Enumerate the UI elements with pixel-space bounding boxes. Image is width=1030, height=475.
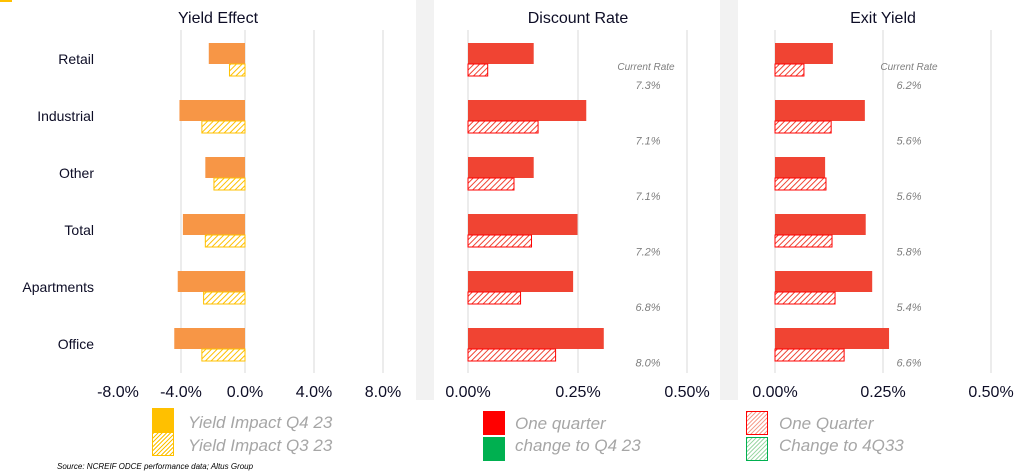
current-rate-value: 6.2% [896, 80, 921, 92]
bar-industrial-s1 [467, 120, 539, 134]
chart-title: Discount Rate [528, 10, 629, 27]
legend-swatch-q3 [152, 432, 174, 456]
bar-industrial-s0 [468, 100, 587, 121]
legend-label: One quarter [515, 414, 606, 433]
x-tick-label: 8.0% [365, 384, 401, 401]
bar-total-s0 [182, 214, 245, 235]
current-rate-value: 5.6% [896, 136, 921, 148]
bar-office-s1 [467, 348, 557, 362]
bar-apartments-s1 [774, 291, 836, 305]
bar-office-s0 [775, 328, 890, 349]
legend-label: Yield Impact Q4 23 [188, 413, 333, 432]
source-note: Source: NCREIF ODCE performance data; Al… [57, 462, 254, 471]
current-rate-value: 7.3% [635, 80, 660, 92]
current-rate-value: 5.6% [896, 191, 921, 203]
bar-total-s1 [204, 234, 246, 248]
bar-office-s0 [468, 328, 604, 349]
current-rate-title: Current Rate [880, 62, 938, 73]
x-tick-label: 0.25% [860, 384, 905, 401]
category-label: Total [64, 222, 94, 238]
x-tick-label: 0.00% [752, 384, 797, 401]
legend-swatch-green [483, 437, 505, 461]
current-rate-value: 5.8% [896, 247, 921, 259]
current-rate-value: 6.8% [635, 302, 660, 314]
bar-total-s0 [775, 214, 866, 235]
current-rate-title: Current Rate [617, 62, 675, 73]
bar-industrial-s0 [179, 100, 245, 121]
legend-label: Yield Impact Q3 23 [188, 436, 333, 455]
legend-label: One Quarter [779, 414, 874, 433]
bar-total-s0 [468, 214, 578, 235]
bar-retail-s0 [468, 43, 534, 64]
x-tick-label: 0.00% [445, 384, 490, 401]
bar-retail-s1 [467, 63, 489, 77]
bar-retail-s0 [208, 43, 245, 64]
legend-swatch-red-hatched [746, 411, 768, 435]
category-label: Other [59, 165, 94, 181]
current-rate-value: 6.6% [896, 358, 921, 370]
bar-office-s1 [201, 348, 246, 362]
chart-title: Exit Yield [850, 10, 916, 27]
bar-industrial-s0 [775, 100, 865, 121]
category-label: Office [58, 336, 95, 352]
current-rate-value: 5.4% [896, 302, 921, 314]
category-label: Apartments [22, 279, 94, 295]
current-rate-value: 7.2% [635, 247, 660, 259]
bar-office-s0 [174, 328, 245, 349]
x-tick-label: -8.0% [97, 384, 139, 401]
current-rate-value: 8.0% [635, 358, 660, 370]
panel-gap [720, 0, 738, 400]
bar-apartments-s0 [775, 271, 873, 292]
bar-apartments-s1 [203, 291, 246, 305]
bar-industrial-s1 [201, 120, 246, 134]
corner-mark [0, 0, 12, 2]
bar-office-s1 [774, 348, 845, 362]
x-tick-label: -4.0% [160, 384, 202, 401]
bar-retail-s0 [775, 43, 833, 64]
current-rate-value: 7.1% [635, 136, 660, 148]
bar-retail-s1 [228, 63, 246, 77]
x-tick-label: 0.0% [227, 384, 263, 401]
bar-industrial-s1 [774, 120, 832, 134]
bar-apartments-s0 [468, 271, 574, 292]
current-rate-value: 7.1% [635, 191, 660, 203]
legend-label: change to Q4 23 [515, 436, 641, 455]
bar-total-s1 [774, 234, 833, 248]
legend-label: Change to 4Q33 [779, 436, 904, 455]
x-tick-label: 0.25% [555, 384, 600, 401]
x-tick-label: 0.50% [968, 384, 1013, 401]
legend-swatch-q4 [152, 408, 174, 432]
bar-other-s0 [468, 157, 534, 178]
bar-other-s0 [775, 157, 826, 178]
category-label: Industrial [37, 108, 94, 124]
bar-other-s1 [467, 177, 515, 191]
bar-apartments-s0 [177, 271, 245, 292]
bar-total-s1 [467, 234, 533, 248]
x-tick-label: 4.0% [296, 384, 332, 401]
x-tick-label: 0.50% [664, 384, 709, 401]
chart-title: Yield Effect [178, 10, 259, 27]
bar-other-s0 [205, 157, 245, 178]
bar-apartments-s1 [467, 291, 522, 305]
bar-retail-s1 [774, 63, 805, 77]
legend-swatch-red [483, 411, 505, 435]
category-label: Retail [58, 51, 94, 67]
bar-other-s1 [213, 177, 246, 191]
panel-gap [416, 0, 434, 400]
legend-swatch-green-hatched [746, 437, 768, 461]
bar-other-s1 [774, 177, 827, 191]
